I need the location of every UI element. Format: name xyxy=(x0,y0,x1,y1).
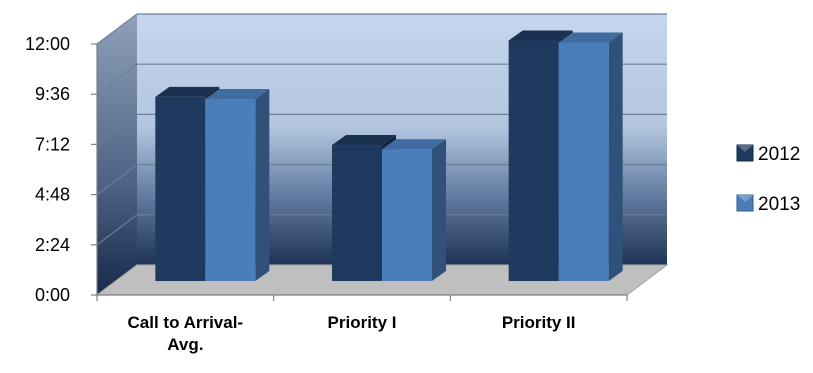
x-category-label: Call to Arrival-Avg. xyxy=(128,313,244,354)
bar-side xyxy=(608,32,623,281)
bar-top xyxy=(205,89,270,100)
bar-front xyxy=(155,96,206,281)
x-category-label: Priority I xyxy=(328,313,397,332)
legend-label: 2013 xyxy=(758,194,800,215)
legend: 2012 2013 xyxy=(736,144,800,215)
bar-top xyxy=(155,86,220,97)
bar-front xyxy=(508,40,559,282)
bar-front xyxy=(382,149,432,281)
bar xyxy=(382,139,446,281)
bar-side xyxy=(432,139,446,281)
axes xyxy=(91,43,628,301)
side-wall xyxy=(97,14,137,295)
y-tick-label: 0:00 xyxy=(35,285,70,305)
bar xyxy=(558,32,623,281)
y-tick-label: 9:36 xyxy=(35,84,70,104)
y-tick-labels: 0:00 2:24 4:48 7:12 9:36 12:00 xyxy=(25,34,70,305)
bar-front xyxy=(558,42,609,281)
gridline-side xyxy=(96,113,138,145)
bar-top xyxy=(332,135,396,146)
x-category-label: Priority II xyxy=(502,313,576,332)
bar-top xyxy=(558,32,623,43)
y-tick-label: 12:00 xyxy=(25,34,70,54)
bar-side xyxy=(255,89,270,282)
bars xyxy=(155,30,623,282)
gridline-side xyxy=(96,164,138,196)
legend-swatch-highlight xyxy=(737,145,753,152)
x-tick-labels: Call to Arrival-Avg. Priority I Priority I… xyxy=(128,313,576,354)
bar-front xyxy=(205,99,256,282)
bar xyxy=(205,89,270,282)
y-tick-label: 7:12 xyxy=(35,134,70,154)
bar-top xyxy=(382,139,446,150)
legend-swatch xyxy=(736,194,754,212)
gridline-side xyxy=(96,214,138,246)
legend-swatch xyxy=(736,144,754,162)
gridline-side xyxy=(96,63,138,95)
gridline-side xyxy=(96,13,138,45)
legend-label: 2012 xyxy=(758,144,800,165)
y-tick-label: 2:24 xyxy=(35,235,70,255)
y-tick-label: 4:48 xyxy=(35,185,70,205)
bar-top xyxy=(508,30,573,41)
legend-swatch-highlight xyxy=(737,195,753,202)
bar-front xyxy=(332,145,382,281)
